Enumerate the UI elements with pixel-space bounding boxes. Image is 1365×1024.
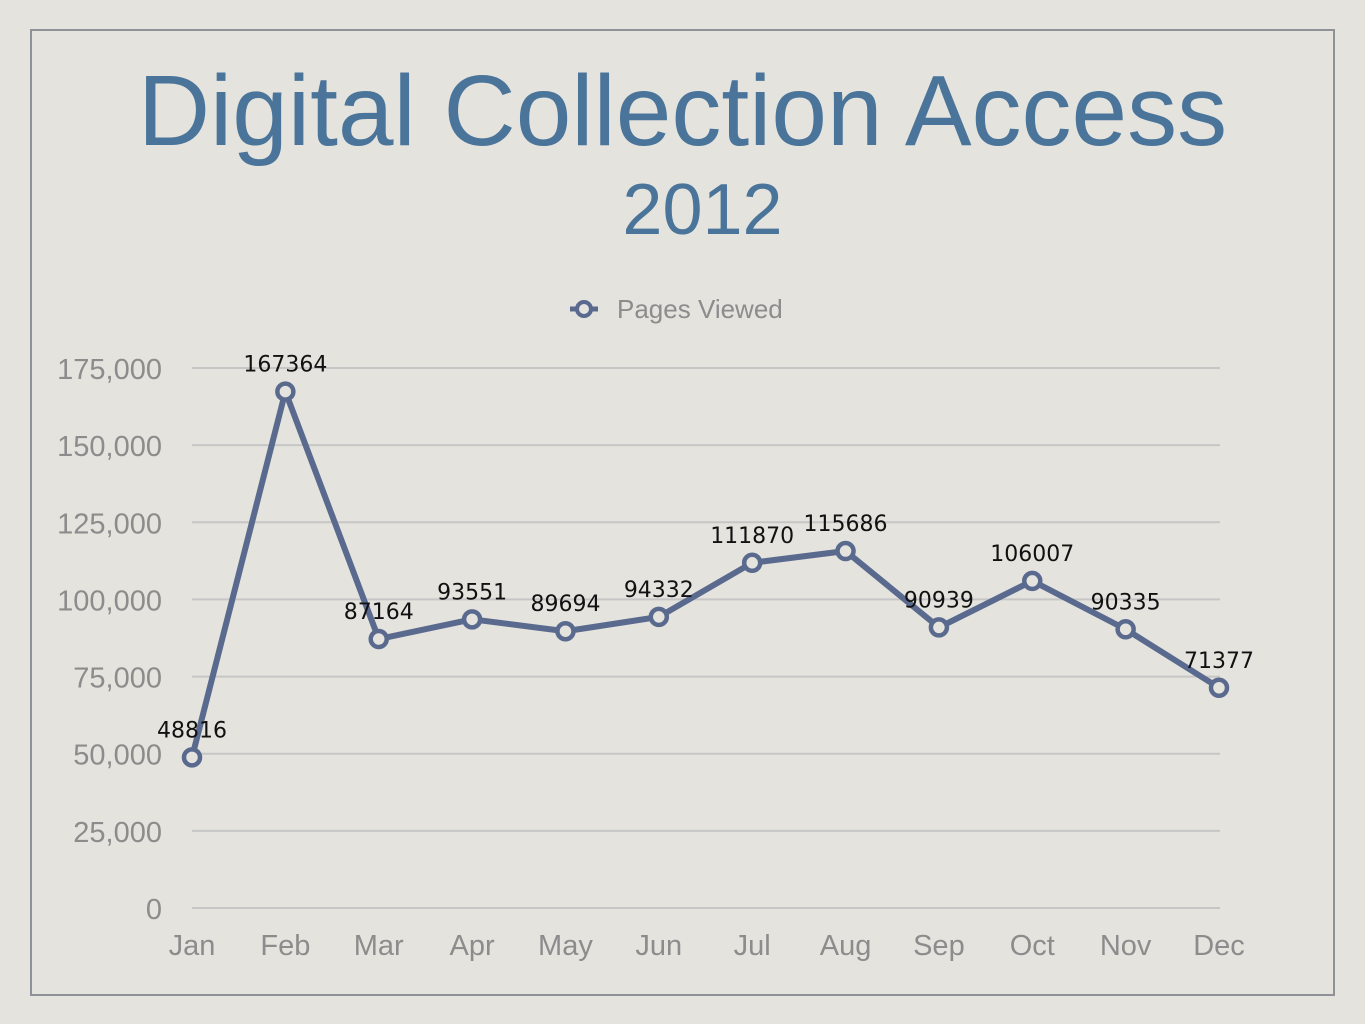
data-point [1022, 570, 1043, 592]
data-label: 111870 [710, 524, 794, 549]
data-label: 90939 [904, 588, 974, 613]
data-label: 71377 [1184, 649, 1254, 674]
series-pages-viewed [181, 381, 1230, 768]
data-label: 167364 [243, 353, 327, 378]
y-tick-label: 25,000 [73, 817, 162, 849]
slide-frame [30, 29, 1335, 996]
data-label: 48816 [157, 718, 227, 743]
y-tick-label: 150,000 [57, 431, 162, 463]
data-label: 90335 [1091, 590, 1161, 615]
gridlines [192, 367, 1220, 909]
data-point [555, 620, 576, 642]
data-labels: 48816 167364 87164 93551 89694 94332 111870 115… [157, 353, 1254, 744]
data-point [461, 609, 483, 630]
data-point [181, 747, 203, 768]
x-tick-label: Mar [354, 930, 404, 962]
x-tick-label: Jul [734, 930, 771, 962]
data-point [741, 552, 763, 574]
x-tick-label: Jan [169, 930, 216, 962]
x-tick-label: Apr [450, 930, 495, 962]
data-point [835, 540, 856, 562]
y-tick-label: 100,000 [57, 585, 162, 617]
data-label: 115686 [804, 512, 888, 537]
x-tick-label: Oct [1010, 930, 1055, 962]
data-point [1208, 677, 1230, 699]
data-point [368, 628, 389, 650]
x-tick-label: Aug [820, 930, 872, 962]
y-tick-label: 75,000 [73, 663, 162, 695]
y-tick-label: 50,000 [73, 740, 162, 772]
legend-marker [575, 300, 593, 318]
x-tick-label: Feb [260, 930, 310, 962]
x-tick-label: Sep [913, 930, 965, 962]
slide-title: Digital Collection Access [137, 55, 1228, 167]
y-tick-label: 0 [146, 894, 162, 926]
series-line [189, 388, 1222, 761]
slide-subtitle: 2012 [622, 170, 783, 250]
y-tick-label: 125,000 [57, 508, 162, 540]
x-tick-label: Jun [635, 930, 682, 962]
legend: Pages Viewed [570, 294, 783, 324]
data-label: 93551 [437, 580, 507, 605]
x-axis-ticks: Jan Feb Mar Apr May Jun Jul Aug Sep Oct Nov Dec [169, 930, 1245, 962]
data-point [275, 381, 296, 402]
y-axis-ticks: 0 25,000 50,000 75,000 100,000 125,000 150,000… [57, 354, 162, 926]
data-point [1115, 619, 1136, 640]
data-point [928, 617, 950, 638]
data-label: 106007 [990, 542, 1074, 567]
legend-label: Pages Viewed [617, 294, 783, 324]
data-label: 87164 [344, 600, 414, 625]
x-tick-label: Dec [1193, 930, 1245, 962]
x-tick-label: Nov [1100, 930, 1152, 962]
data-point [648, 606, 670, 628]
x-tick-label: May [538, 930, 593, 962]
y-tick-label: 175,000 [57, 354, 162, 386]
data-label: 94332 [624, 578, 694, 603]
data-label: 89694 [530, 592, 600, 617]
